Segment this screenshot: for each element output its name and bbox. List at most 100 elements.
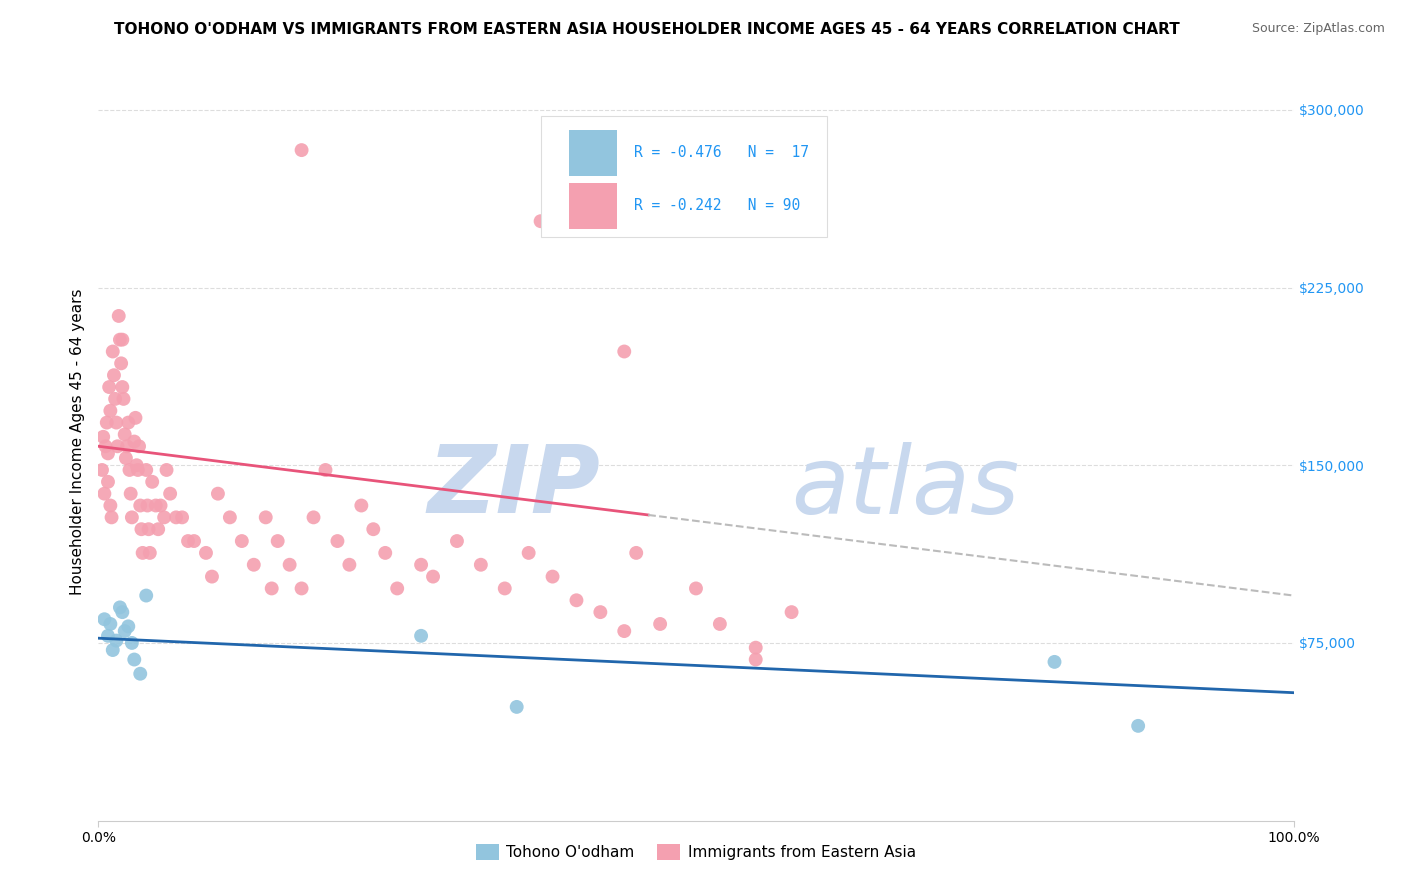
- Point: [506, 699, 529, 714]
- Point: [613, 344, 636, 359]
- Y-axis label: Householder Income Ages 45 - 64 years: Householder Income Ages 45 - 64 years: [69, 288, 84, 595]
- Point: [105, 416, 128, 430]
- Point: [411, 558, 433, 572]
- Point: [120, 486, 142, 500]
- Point: [129, 499, 152, 513]
- Point: [278, 558, 301, 572]
- Point: [219, 510, 242, 524]
- Point: [100, 510, 122, 524]
- Point: [121, 510, 143, 524]
- Point: [125, 458, 148, 473]
- Point: [172, 510, 194, 524]
- Point: [339, 558, 361, 572]
- Point: [148, 522, 170, 536]
- Point: [107, 439, 129, 453]
- Point: [326, 534, 349, 549]
- Point: [267, 534, 290, 549]
- Point: [111, 333, 134, 347]
- Point: [177, 534, 200, 549]
- Point: [745, 652, 768, 666]
- Point: [589, 605, 612, 619]
- Point: [93, 612, 115, 626]
- Point: [108, 600, 131, 615]
- Point: [111, 380, 134, 394]
- Point: [613, 624, 636, 639]
- Point: [446, 534, 468, 549]
- Point: [105, 633, 128, 648]
- Point: [517, 546, 540, 560]
- Text: R = -0.476   N =  17: R = -0.476 N = 17: [634, 145, 808, 161]
- Point: [155, 463, 177, 477]
- Point: [626, 546, 648, 560]
- Point: [114, 624, 136, 639]
- Point: [648, 617, 672, 632]
- Point: [1043, 655, 1066, 669]
- Point: [145, 499, 167, 513]
- Point: [709, 617, 731, 632]
- Point: [541, 569, 564, 583]
- Point: [91, 430, 114, 444]
- Point: [302, 510, 325, 524]
- Point: [138, 522, 160, 536]
- Point: [183, 534, 205, 549]
- Point: [780, 605, 803, 619]
- Point: [350, 499, 373, 513]
- Point: [101, 344, 124, 359]
- Text: atlas: atlas: [792, 442, 1019, 533]
- Point: [254, 510, 277, 524]
- Point: [111, 605, 134, 619]
- Point: [117, 416, 139, 430]
- Point: [98, 617, 122, 632]
- Point: [97, 475, 120, 489]
- Point: [131, 522, 153, 536]
- Point: [121, 636, 143, 650]
- Point: [127, 463, 149, 477]
- Point: [96, 416, 118, 430]
- Point: [118, 463, 141, 477]
- Point: [745, 640, 768, 655]
- Point: [115, 451, 138, 466]
- Text: ZIP: ZIP: [427, 441, 600, 533]
- Point: [97, 446, 120, 460]
- Point: [231, 534, 253, 549]
- Point: [129, 666, 152, 681]
- Point: [135, 463, 157, 477]
- Point: [91, 463, 114, 477]
- Point: [243, 558, 266, 572]
- Point: [103, 368, 125, 383]
- Text: TOHONO O'ODHAM VS IMMIGRANTS FROM EASTERN ASIA HOUSEHOLDER INCOME AGES 45 - 64 Y: TOHONO O'ODHAM VS IMMIGRANTS FROM EASTER…: [114, 22, 1180, 37]
- Point: [565, 593, 588, 607]
- Point: [98, 380, 121, 394]
- Text: R = -0.242   N = 90: R = -0.242 N = 90: [634, 198, 800, 213]
- Point: [291, 143, 314, 157]
- Point: [153, 510, 176, 524]
- Point: [260, 582, 283, 596]
- Point: [98, 403, 122, 417]
- Point: [1128, 719, 1150, 733]
- Point: [124, 434, 146, 449]
- Point: [98, 499, 122, 513]
- Point: [149, 499, 172, 513]
- Point: [110, 356, 132, 370]
- Point: [685, 582, 707, 596]
- Point: [291, 582, 314, 596]
- Point: [124, 652, 146, 666]
- Point: [385, 582, 409, 596]
- Point: [131, 546, 153, 560]
- Point: [115, 439, 138, 453]
- FancyBboxPatch shape: [569, 183, 617, 228]
- Point: [112, 392, 135, 406]
- Point: [93, 486, 115, 500]
- Point: [117, 619, 139, 633]
- Point: [315, 463, 337, 477]
- Point: [207, 486, 229, 500]
- Point: [470, 558, 492, 572]
- Point: [422, 569, 444, 583]
- Point: [128, 439, 150, 453]
- Point: [530, 214, 553, 228]
- FancyBboxPatch shape: [569, 130, 617, 176]
- Point: [114, 427, 136, 442]
- Point: [165, 510, 187, 524]
- Text: Source: ZipAtlas.com: Source: ZipAtlas.com: [1251, 22, 1385, 36]
- Point: [411, 629, 433, 643]
